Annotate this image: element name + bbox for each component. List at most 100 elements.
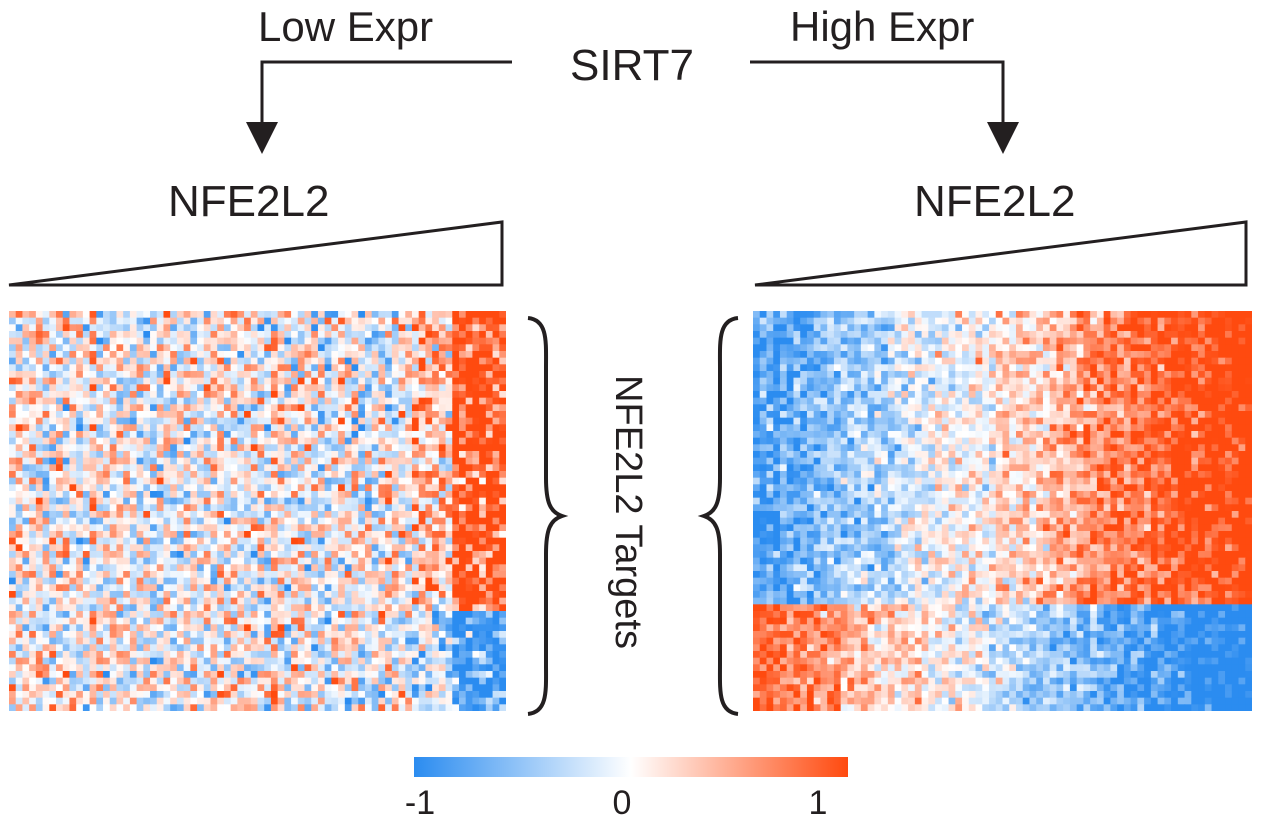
heatmap-cell [432,691,440,699]
heatmap-cell [847,331,855,339]
heatmap-cell [210,597,218,605]
heatmap-cell [277,431,285,439]
heatmap-cell [116,684,124,692]
heatmap-cell [277,564,285,572]
heatmap-cell [479,497,487,505]
heatmap-cell [411,637,420,645]
heatmap-cell [9,397,17,405]
heatmap-cell [203,364,212,372]
heatmap-cell [492,337,500,345]
heatmap-cell [485,424,494,432]
heatmap-cell [203,637,212,645]
heatmap-cell [827,351,835,359]
heatmap-cell [230,384,238,392]
heatmap-cell [89,377,97,385]
heatmap-cell [806,331,815,339]
heatmap-cell [840,311,848,319]
heatmap-cell [210,384,218,392]
heatmap-cell [432,684,440,692]
heatmap-cell [485,697,494,705]
heatmap-cell [150,471,158,479]
heatmap-cell [438,671,447,679]
heatmap-cell [391,537,400,545]
heatmap-cell [297,384,306,392]
heatmap-cell [941,344,950,352]
heatmap-cell [485,644,494,652]
heatmap-cell [250,477,259,485]
heatmap-cell [49,704,57,711]
heatmap-cell [766,317,774,325]
heatmap-cell [458,444,467,452]
heatmap-cell [324,391,332,399]
heatmap-cell [297,564,306,572]
heatmap-cell [351,631,359,639]
heatmap-cell [418,651,427,659]
heatmap-cell [317,664,326,672]
heatmap-cell [244,437,252,445]
heatmap-cell [391,337,400,345]
heatmap-cell [492,484,500,492]
heatmap-cell [479,697,487,705]
heatmap-cell [1049,324,1058,332]
heatmap-cell [465,504,474,512]
heatmap-cell [203,611,212,619]
heatmap-cell [445,677,453,685]
heatmap-cell [82,631,91,639]
heatmap-cell [324,364,332,372]
heatmap-cell [197,337,205,345]
heatmap-cell [96,377,104,385]
heatmap-cell [15,677,24,685]
heatmap-cell [89,557,97,565]
heatmap-cell [103,331,111,339]
heatmap-cell [445,584,453,592]
heatmap-cell [351,397,359,405]
heatmap-cell [223,664,232,672]
heatmap-cell [465,351,474,359]
heatmap-cell [190,577,198,585]
heatmap-cell [351,657,359,665]
heatmap-cell [492,324,500,332]
heatmap-cell [452,344,460,352]
heatmap-cell [170,597,178,605]
heatmap-cell [103,544,111,552]
heatmap-cell [1022,331,1031,339]
heatmap-cell [378,384,386,392]
heatmap-cell [250,451,259,459]
heatmap-cell [170,364,178,372]
heatmap-cell [806,357,815,365]
heatmap-cell [143,691,151,699]
heatmap-cell [800,331,808,339]
heatmap-cell [176,671,185,679]
heatmap-cell [250,597,259,605]
heatmap-cell [458,664,467,672]
heatmap-cell [364,404,373,412]
heatmap-cell [230,684,238,692]
heatmap-cell [163,631,171,639]
heatmap-cell [324,704,332,711]
heatmap-cell [203,371,212,379]
heatmap-cell [143,591,151,599]
heatmap-cell [338,404,346,412]
heatmap-cell [264,404,272,412]
heatmap-cell [405,644,413,652]
heatmap-cell [210,371,218,379]
heatmap-cell [391,684,400,692]
heatmap-cell [150,604,158,612]
heatmap-cell [244,417,252,425]
heatmap-cell [35,617,44,625]
heatmap-cell [358,517,366,525]
heatmap-cell [82,591,91,599]
heatmap-cell [378,471,386,479]
heatmap-cell [244,697,252,705]
heatmap-cell [887,331,896,339]
heatmap-cell [344,604,353,612]
heatmap-cell [190,664,198,672]
heatmap-cell [452,384,460,392]
colorbar [414,757,848,777]
heatmap-cell [190,364,198,372]
heatmap-cell [96,371,104,379]
heatmap-cell [250,484,259,492]
heatmap-cell [411,417,420,425]
heatmap-cell [411,651,420,659]
heatmap-cell [9,504,17,512]
